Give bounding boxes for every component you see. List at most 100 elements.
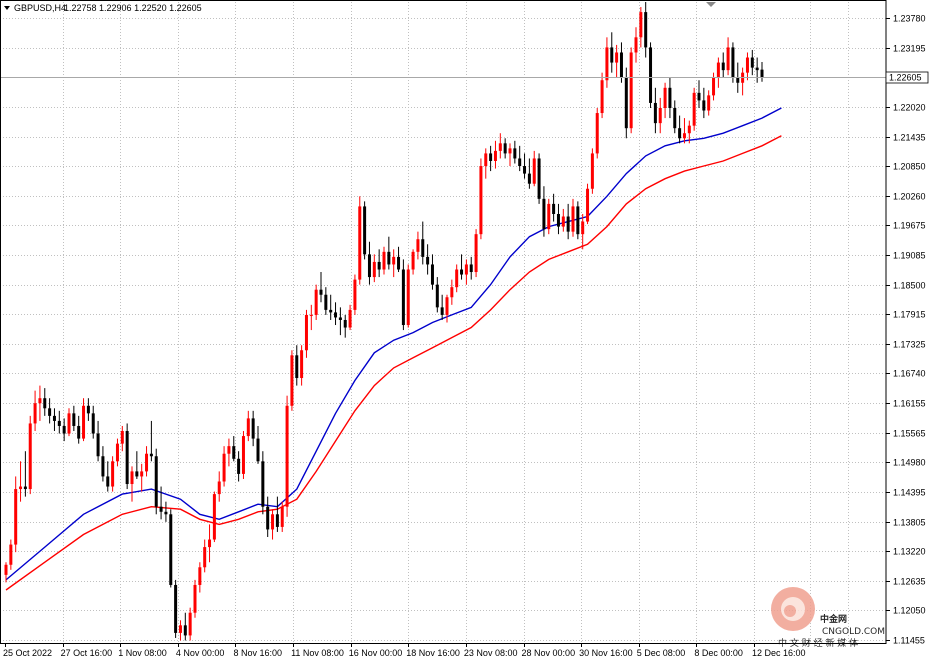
candle-bull	[682, 118, 686, 144]
candle-body	[455, 269, 459, 288]
time-tick-label: 23 Nov 08:00	[464, 648, 518, 658]
candle-body	[687, 125, 691, 134]
candle-bear	[755, 57, 759, 83]
candle-bear	[649, 42, 653, 108]
candle-bull	[411, 249, 415, 275]
time-tick-label: 5 Dec 08:00	[637, 648, 686, 658]
candle-bear	[159, 486, 163, 520]
candle-bull	[479, 158, 483, 240]
candle-body	[275, 514, 279, 527]
price-tick-label: 1.21435	[893, 133, 926, 143]
candle-bear	[125, 423, 129, 490]
candle-body	[222, 453, 226, 482]
candle-bull	[508, 143, 512, 167]
candle-body	[576, 206, 580, 235]
candle-bull	[707, 90, 711, 116]
candle-bear	[43, 388, 47, 416]
candle-body	[183, 625, 187, 636]
price-axis[interactable]	[886, 0, 930, 661]
candle-bull	[590, 148, 594, 194]
candle-body	[629, 52, 633, 129]
time-tick-label: 8 Nov 16:00	[233, 648, 282, 658]
candle-body	[663, 87, 667, 108]
candle-body	[101, 456, 105, 477]
candle-body	[43, 398, 47, 409]
candle-bull	[145, 446, 149, 477]
candle-body	[382, 251, 386, 270]
candle-bear	[460, 254, 464, 280]
candle-body	[450, 287, 454, 298]
candle-body	[212, 494, 216, 540]
candle-body	[460, 269, 464, 275]
candle-body	[285, 405, 289, 507]
watermark-brand: 中金网	[820, 613, 847, 625]
candle-bear	[644, 2, 648, 58]
candle-bull	[314, 284, 318, 320]
candle-body	[334, 312, 338, 318]
candle-body	[750, 57, 754, 68]
candle-bear	[426, 244, 430, 275]
candle-bull	[658, 97, 662, 134]
candle-body	[406, 269, 410, 326]
candle-body	[712, 77, 716, 96]
price-axis-labels: 1.23780 1.23195 1.22020 1.21435 1.20850 1.202…	[886, 14, 926, 646]
candle-bull	[178, 620, 182, 641]
candle-bull	[115, 438, 119, 467]
candle-bull	[450, 279, 454, 305]
candle-body	[411, 251, 415, 270]
watermark-slogan: 中 文 财 经 新 媒 体	[778, 637, 858, 649]
candle-body	[658, 107, 662, 124]
candle-bear	[96, 420, 100, 462]
candle-body	[464, 264, 468, 275]
candle-body	[290, 355, 294, 406]
candle-bull	[639, 7, 643, 48]
candle-body	[115, 443, 119, 462]
candle-body	[760, 69, 764, 78]
price-tick-label: 1.17915	[893, 310, 926, 320]
candle-body	[615, 52, 619, 63]
candle-bull	[111, 456, 115, 492]
chart-shift-marker-icon[interactable]	[706, 2, 716, 7]
candle-body	[314, 289, 318, 315]
candle-body	[644, 12, 648, 48]
candle-body	[62, 425, 66, 434]
candle-body	[91, 413, 95, 434]
candle-body	[241, 436, 245, 474]
symbol-dropdown-icon[interactable]	[4, 6, 10, 10]
candle-bull	[358, 196, 362, 285]
candle-bear	[101, 446, 105, 482]
candle-body	[120, 431, 124, 444]
candle-bull	[745, 52, 749, 81]
candle-body	[586, 188, 590, 222]
candle-bull	[586, 183, 590, 225]
candle-body	[372, 261, 376, 278]
time-tick-label: 27 Oct 16:00	[61, 648, 113, 658]
candle-body	[246, 418, 250, 437]
candle-bull	[227, 438, 231, 467]
candle-bear	[86, 398, 90, 421]
candle-bull	[203, 539, 207, 573]
candle-body	[203, 547, 207, 568]
candle-body	[19, 486, 23, 490]
time-tick-label: 12 Dec 16:00	[752, 648, 806, 658]
candle-body	[111, 461, 115, 487]
candle-bear	[513, 140, 517, 164]
candle-body	[353, 279, 357, 310]
candle-bull	[571, 198, 575, 237]
candle-body	[14, 489, 18, 545]
candle-body	[600, 80, 604, 114]
candle-bull	[348, 304, 352, 331]
price-tick-label: 1.12635	[893, 577, 926, 587]
candle-bull	[392, 249, 396, 278]
candle-body	[9, 544, 13, 565]
watermark: 中金网 CNGOLD.COM 中 文 财 经 新 媒 体	[771, 587, 885, 649]
candle-body	[445, 297, 449, 315]
candle-body	[232, 446, 236, 459]
candle-body	[348, 309, 352, 328]
candle-body	[358, 206, 362, 280]
time-axis[interactable]	[0, 643, 886, 661]
candle-bull	[67, 408, 71, 437]
candle-body	[552, 203, 556, 214]
